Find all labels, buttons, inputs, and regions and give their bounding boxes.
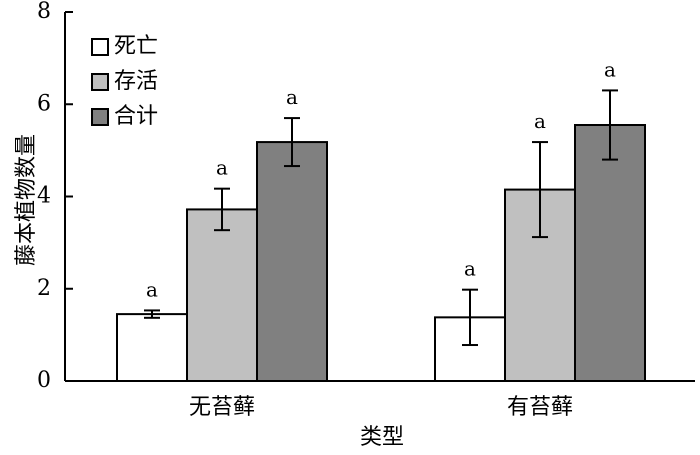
bar — [256, 141, 328, 382]
legend-swatch — [91, 73, 109, 91]
y-axis-label: 藤本植物数量 — [14, 134, 39, 266]
significance-label: a — [534, 109, 546, 133]
legend-label: 存活 — [114, 69, 158, 94]
bars: a a a a a a — [116, 57, 646, 383]
x-axis-label: 类型 — [360, 425, 404, 450]
significance-label: a — [216, 156, 228, 180]
x-tick-label: 无苔藓 — [189, 395, 255, 420]
y-tick-label: 6 — [37, 91, 51, 116]
legend-swatch — [91, 108, 109, 126]
y-tick-label: 2 — [37, 276, 51, 301]
significance-label: a — [286, 85, 298, 109]
bar — [116, 313, 188, 382]
legend-label: 死亡 — [114, 34, 158, 59]
significance-label: a — [604, 57, 616, 81]
y-tick-label: 4 — [37, 184, 51, 209]
bar — [574, 124, 646, 382]
x-tick-label: 有苔藓 — [507, 395, 573, 420]
significance-label: a — [146, 277, 158, 301]
legend-label: 合计 — [114, 104, 158, 129]
bar — [186, 208, 258, 382]
significance-label: a — [464, 257, 476, 281]
y-tick-label: 0 — [37, 368, 51, 393]
legend-swatch — [91, 38, 109, 56]
y-tick-label: 8 — [37, 0, 51, 24]
